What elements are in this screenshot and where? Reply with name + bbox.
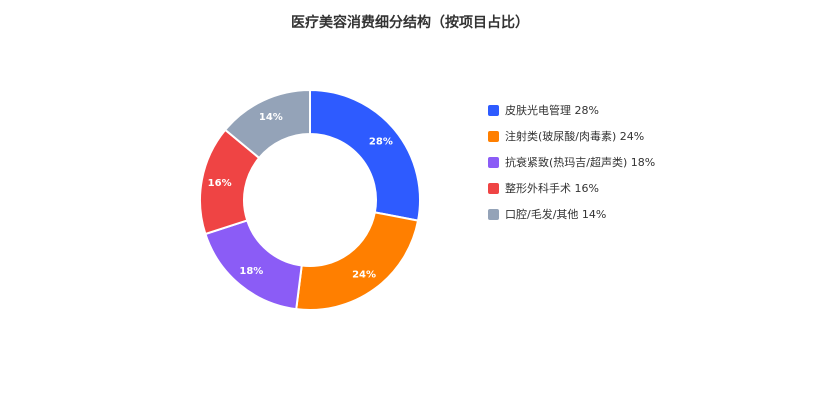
- legend-item[interactable]: 皮肤光电管理 28%: [488, 97, 655, 123]
- legend-swatch: [488, 208, 499, 220]
- donut-slice[interactable]: [204, 219, 303, 311]
- slice-labels: 28% 24% 18% 16% 14%: [208, 112, 393, 281]
- slices: [199, 88, 421, 311]
- donut-slice[interactable]: [223, 88, 311, 160]
- legend-item[interactable]: 注射类(玻尿酸/肉毒素) 24%: [488, 123, 655, 149]
- legend-label: 口腔/毛发/其他 14%: [505, 208, 607, 221]
- donut-slice[interactable]: [295, 211, 420, 311]
- legend: 皮肤光电管理 28% 注射类(玻尿酸/肉毒素) 24% 抗衰紧致(热玛吉/超声类…: [488, 97, 655, 227]
- legend-label: 抗衰紧致(热玛吉/超声类) 18%: [505, 156, 656, 169]
- legend-label: 皮肤光电管理 28%: [505, 104, 599, 117]
- slice-value-label: 18%: [239, 266, 263, 277]
- legend-label: 整形外科手术 16%: [505, 182, 599, 195]
- legend-swatch: [488, 182, 499, 194]
- slice-value-label: 24%: [352, 269, 376, 280]
- legend-swatch: [488, 104, 499, 116]
- legend-item[interactable]: 口腔/毛发/其他 14%: [488, 201, 655, 227]
- donut-slice[interactable]: [309, 88, 421, 222]
- legend-item[interactable]: 抗衰紧致(热玛吉/超声类) 18%: [488, 149, 655, 175]
- legend-swatch: [488, 156, 499, 168]
- legend-label: 注射类(玻尿酸/肉毒素) 24%: [505, 130, 645, 143]
- chart-title: 医疗美容消费细分结构（按项目占比）: [291, 15, 529, 31]
- legend-swatch: [488, 130, 499, 142]
- slice-value-label: 28%: [369, 136, 393, 147]
- slice-value-label: 16%: [208, 178, 232, 189]
- slice-value-label: 14%: [259, 112, 283, 123]
- legend-item[interactable]: 整形外科手术 16%: [488, 175, 655, 201]
